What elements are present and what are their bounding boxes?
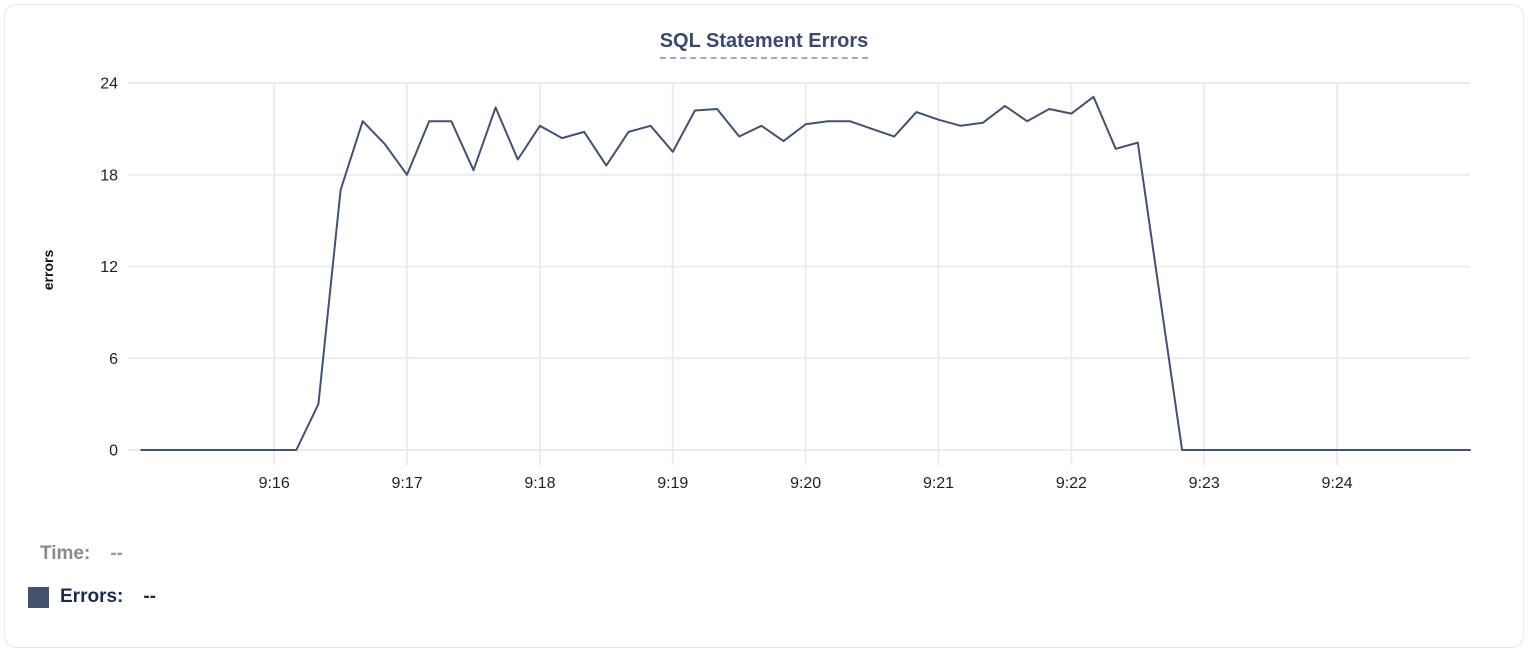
- chart-card: [4, 4, 1524, 648]
- x-tick-label: 9:18: [524, 475, 555, 492]
- tooltip-errors-value: --: [143, 586, 157, 607]
- x-tick-label: 9:21: [923, 475, 954, 492]
- x-tick-label: 9:16: [259, 475, 290, 492]
- x-tick-label: 9:20: [790, 475, 821, 492]
- y-axis-title: errors: [40, 249, 56, 291]
- tooltip-time-label: Time:: [40, 543, 91, 564]
- tooltip-errors-row: Errors: --: [28, 586, 156, 608]
- y-tick-label: 6: [109, 351, 118, 368]
- y-tick-label: 0: [109, 443, 118, 460]
- x-tick-label: 9:19: [657, 475, 688, 492]
- errors-series-line: [140, 95, 1471, 451]
- y-tick-label: 18: [100, 167, 118, 184]
- tooltip-time-value: --: [110, 543, 123, 564]
- tooltip-errors-label: Errors:: [60, 586, 124, 607]
- x-tick-label: 9:22: [1056, 475, 1087, 492]
- chart-title-wrap: SQL Statement Errors: [0, 30, 1528, 59]
- y-tick-label: 12: [100, 259, 118, 276]
- errors-series-swatch-icon: [28, 586, 49, 608]
- x-tick-label: 9:24: [1322, 475, 1353, 492]
- x-tick-label: 9:23: [1189, 475, 1220, 492]
- y-tick-label: 24: [100, 76, 118, 93]
- tooltip-time-row: Time: --: [40, 543, 123, 565]
- errors-line-chart[interactable]: 0 6 12 18 24 9:16 9:17 9:18 9:19 9:20 9:21 9:22 9:23…: [0, 0, 1528, 512]
- chart-title[interactable]: SQL Statement Errors: [659, 30, 869, 59]
- x-tick-label: 9:17: [391, 475, 422, 492]
